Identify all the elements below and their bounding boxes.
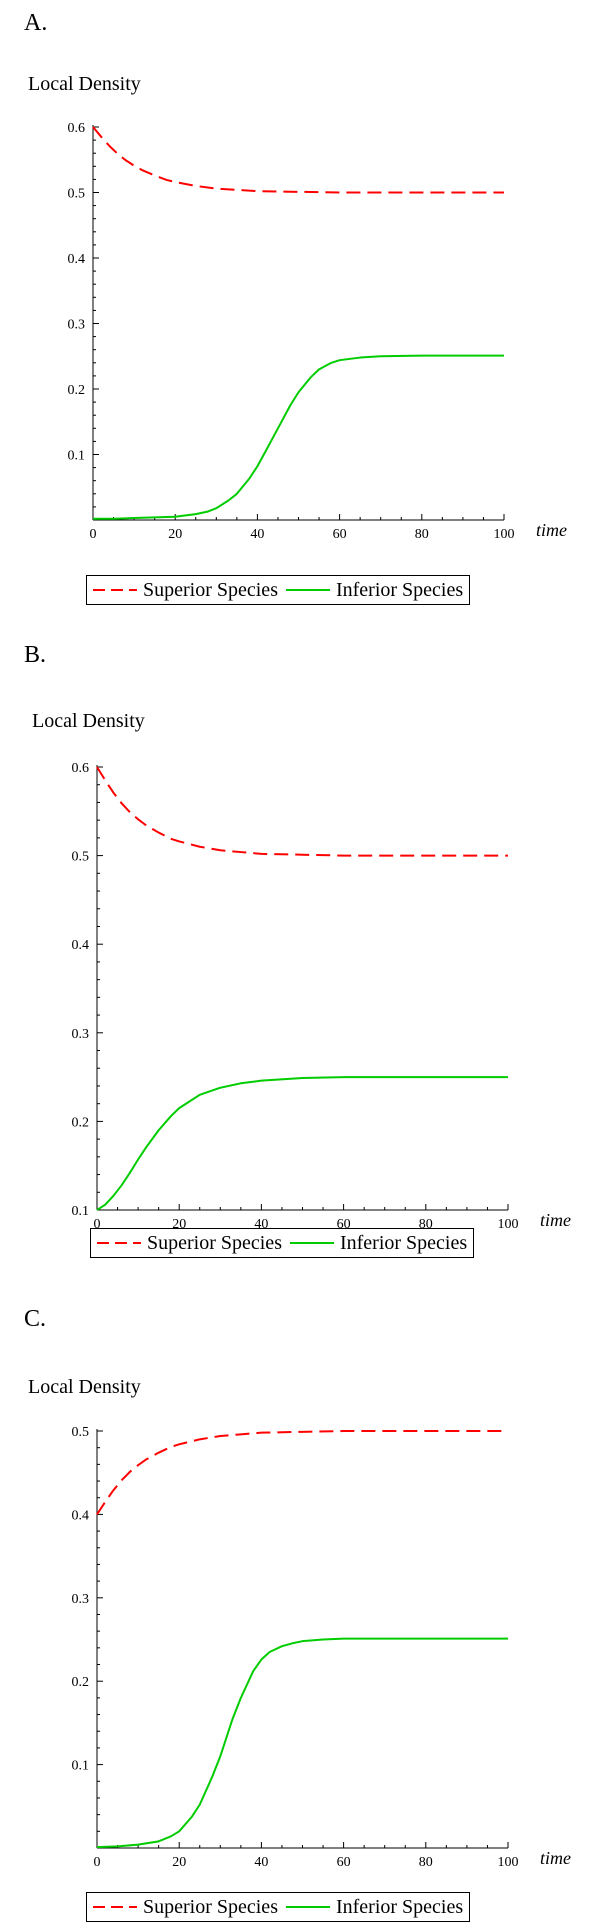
legend-label: Inferior Species (339, 1231, 468, 1254)
y-tick-label: 0.2 (72, 1115, 90, 1130)
legend-label: Superior Species (143, 1895, 278, 1918)
y-tick-label: 0.6 (72, 761, 90, 776)
y-tick-label: 0.4 (68, 252, 86, 267)
legend-entry-inferior: Inferior Species (285, 1895, 464, 1919)
legend-entry-inferior: Inferior Species (289, 1231, 468, 1255)
legend-entry-inferior: Inferior Species (285, 578, 464, 602)
series-line-inferior-species (93, 354, 504, 520)
x-tick-label: 40 (254, 1855, 268, 1870)
x-tick-label: 100 (494, 527, 515, 542)
y-axis-label: Local Density (32, 710, 145, 732)
series-line-inferior-species (96, 1076, 508, 1211)
series-line-inferior-species (96, 1637, 508, 1849)
series-line-superior-species (96, 1430, 508, 1515)
y-tick-label: 0.1 (68, 449, 86, 464)
chart-panel-c: C. Local Density 0 20 40 60 80 100 0.1 0.2 0.3 0.… (0, 1280, 600, 1931)
x-tick-label: 60 (333, 527, 347, 542)
legend-label: Inferior Species (335, 1895, 464, 1918)
legend-swatch-solid (289, 1242, 334, 1244)
chart-panel-a: A. Local Density 0 20 40 60 80 100 0.1 0.2 0.3 0.… (0, 0, 600, 640)
y-axis-label: Local Density (28, 1376, 141, 1398)
y-tick-label: 0.5 (72, 1425, 90, 1440)
x-tick-label: 20 (172, 1855, 186, 1870)
y-tick-label: 0.3 (72, 1592, 90, 1607)
y-tick-label: 0.5 (72, 850, 90, 865)
legend-swatch-solid (285, 589, 330, 591)
line-chart-c: 0 20 40 60 80 100 0.1 0.2 0.3 0.4 0.5 time (72, 1425, 572, 1870)
legend-swatch-solid (285, 1906, 330, 1908)
legend-swatch-dashed (93, 1906, 137, 1908)
line-chart-a: 0 20 40 60 80 100 0.1 0.2 0.3 0.4 0.5 0.6 time (68, 121, 568, 542)
x-tick-label: 80 (415, 527, 429, 542)
legend: Superior Species Inferior Species (86, 1892, 471, 1922)
legend-swatch-dashed (97, 1242, 141, 1244)
x-tick-label: 0 (90, 527, 97, 542)
y-tick-label: 0.4 (72, 1508, 90, 1523)
y-tick-label: 0.4 (72, 938, 90, 953)
panel-label: B. (24, 642, 47, 668)
x-tick-label: 100 (498, 1217, 519, 1232)
legend-entry-superior: Superior Species (93, 1896, 278, 1919)
y-tick-label: 0.2 (72, 1675, 90, 1690)
series-line-superior-species (96, 766, 508, 857)
panel-label: A. (24, 10, 48, 36)
y-axis-label: Local Density (28, 73, 141, 95)
legend-label: Superior Species (147, 1231, 282, 1254)
x-tick-label: 40 (250, 527, 264, 542)
legend: Superior Species Inferior Species (90, 1228, 475, 1258)
legend-entry-superior: Superior Species (97, 1232, 282, 1255)
x-tick-label: 0 (94, 1217, 101, 1232)
x-tick-label: 60 (337, 1855, 351, 1870)
x-tick-label: 80 (419, 1855, 433, 1870)
x-tick-label: 100 (498, 1855, 519, 1870)
y-tick-label: 0.3 (68, 318, 86, 333)
series-line-superior-species (92, 126, 504, 194)
x-tick-label: 20 (168, 527, 182, 542)
y-tick-label: 0.1 (72, 1759, 90, 1774)
y-tick-label: 0.2 (68, 383, 86, 398)
legend-label: Superior Species (143, 578, 278, 601)
legend-swatch-dashed (93, 589, 137, 591)
y-tick-label: 0.3 (72, 1027, 90, 1042)
legend: Superior Species Inferior Species (86, 575, 471, 605)
y-tick-label: 0.1 (72, 1204, 90, 1219)
panel-label: C. (24, 1306, 47, 1332)
y-tick-label: 0.6 (68, 121, 86, 136)
legend-label: Inferior Species (335, 578, 464, 601)
chart-panel-b: B. Local Density 0 20 40 60 80 100 0.1 0.2 0.3 0.… (0, 640, 600, 1280)
legend-entry-superior: Superior Species (93, 579, 278, 602)
y-tick-label: 0.5 (68, 187, 86, 202)
x-axis-label: time (540, 1210, 571, 1230)
x-axis-label: time (536, 520, 567, 540)
x-axis-label: time (540, 1848, 571, 1868)
x-tick-label: 0 (94, 1855, 101, 1870)
